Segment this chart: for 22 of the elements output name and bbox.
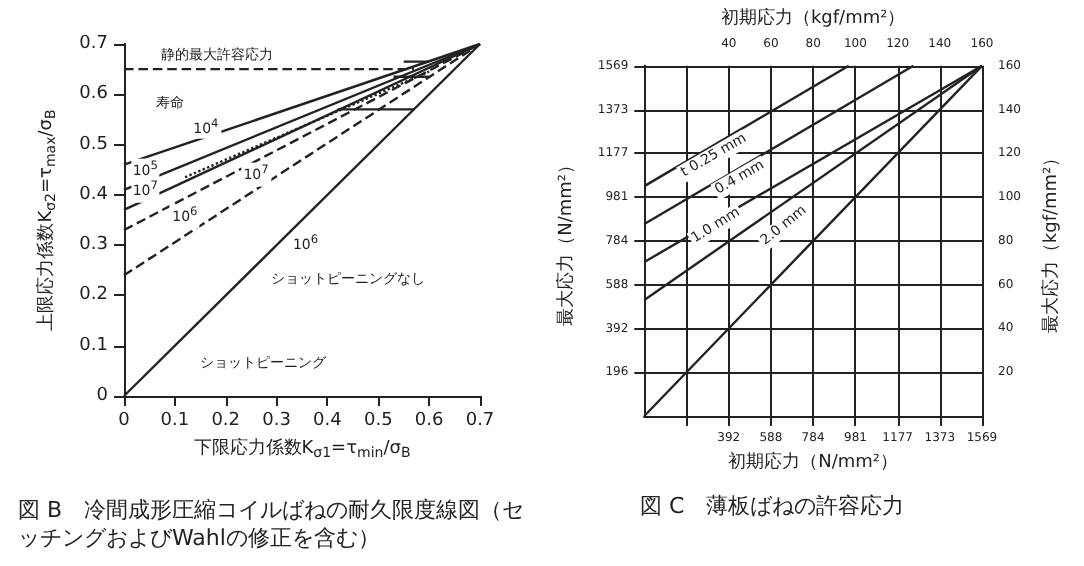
x-tick-label: 0.3 (262, 411, 291, 431)
y2-axis-title: 最大応力（kgf/mm²） (1039, 148, 1062, 334)
text: 図 C 薄板ばねの許容応力 (640, 493, 905, 519)
x-tick-label: 0.4 (313, 411, 343, 431)
y-tick-label: 0.5 (79, 134, 108, 155)
x-tick-label: 0.6 (414, 411, 444, 431)
y-tick-label: 0 (96, 386, 109, 406)
y-tick-label: 0.2 (79, 285, 108, 306)
x-tick-label: 0.7 (465, 411, 495, 431)
y-tick-label: 0.6 (79, 84, 109, 105)
y-tick-label: 0.3 (79, 235, 108, 256)
x-tick-label: 0.2 (211, 411, 241, 431)
y-axis-title: 最大応力（N/mm²） (555, 155, 577, 326)
x2-axis-title: 初期応力（kgf/mm²） (720, 7, 906, 29)
y-tick-label: 0.7 (79, 34, 108, 54)
y-tick-label: 0.4 (79, 184, 109, 205)
text: 図 B 冷間成形圧縮コイルばねの耐久限度線図（セッチングおよびWahlの修正を含む） (18, 497, 525, 551)
x-tick-label: 0 (118, 411, 131, 431)
x-tick-label: 0.1 (160, 411, 190, 431)
x-tick-label: 0.5 (363, 411, 393, 431)
y-tick-label: 0.1 (79, 335, 108, 356)
x-axis-title: 初期応力（N/mm²） (728, 450, 899, 473)
